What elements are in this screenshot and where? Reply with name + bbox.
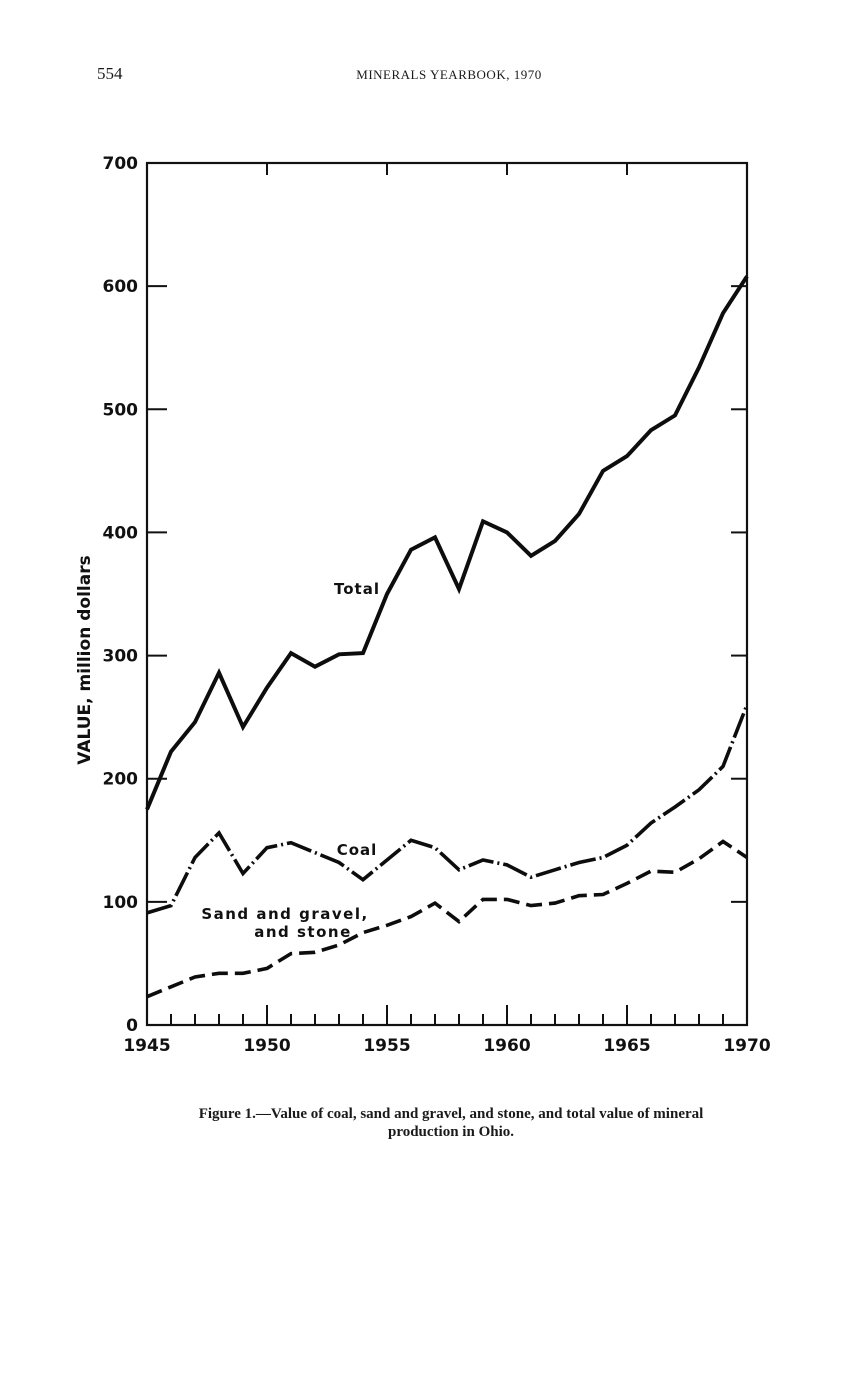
x-tick-label: 1970	[723, 1036, 770, 1056]
line-chart: 1945 1950 1955 1960 1965 1970 0 100 200 300 400 500…	[75, 154, 771, 1056]
figure-caption-line2: production in Ohio.	[388, 1124, 514, 1140]
x-tick-label: 1950	[243, 1036, 290, 1056]
x-tick-label: 1955	[363, 1036, 410, 1056]
running-title: MINERALS YEARBOOK, 1970	[356, 67, 541, 82]
x-tick-label: 1965	[603, 1036, 650, 1056]
series-label-sand-line2: and stone	[254, 923, 352, 941]
series-line-sand-and-gravel-and-stone	[146, 839, 748, 999]
y-tick-label: 100	[103, 893, 139, 913]
y-tick-label: 300	[103, 647, 139, 667]
y-tick-label: 0	[126, 1016, 138, 1036]
y-tick-label: 700	[103, 154, 139, 174]
y-tick-label: 600	[103, 277, 139, 297]
y-tick-label: 500	[103, 400, 139, 420]
x-tick-label: 1945	[123, 1036, 170, 1056]
y-tick-label: 200	[103, 770, 139, 790]
figure-caption-line1: Figure 1.—Value of coal, sand and gravel…	[199, 1106, 704, 1122]
series-label-sand-line1: Sand and gravel,	[201, 905, 368, 923]
plot-frame	[145, 161, 749, 1027]
series-line-coal	[146, 704, 749, 915]
page-number: 554	[97, 64, 123, 83]
x-tick-label: 1960	[483, 1036, 530, 1056]
series-line-total	[145, 275, 749, 811]
series-label-total: Total	[334, 580, 380, 598]
y-axis-label: VALUE, million dollars	[75, 555, 95, 764]
y-tick-label: 400	[103, 523, 139, 543]
series-label-coal: Coal	[337, 841, 378, 859]
